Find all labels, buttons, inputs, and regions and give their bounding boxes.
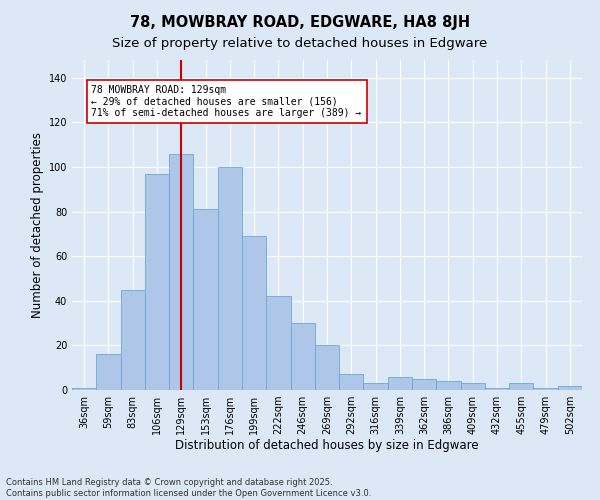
Bar <box>121 290 145 390</box>
Text: 78 MOWBRAY ROAD: 129sqm
← 29% of detached houses are smaller (156)
71% of semi-d: 78 MOWBRAY ROAD: 129sqm ← 29% of detache… <box>91 84 362 117</box>
Bar <box>485 388 509 390</box>
Bar <box>558 386 582 390</box>
Bar <box>412 379 436 390</box>
Bar <box>169 154 193 390</box>
Bar <box>96 354 121 390</box>
Bar <box>72 388 96 390</box>
Bar <box>218 167 242 390</box>
Bar <box>242 236 266 390</box>
Bar <box>339 374 364 390</box>
Bar <box>290 323 315 390</box>
Text: 78, MOWBRAY ROAD, EDGWARE, HA8 8JH: 78, MOWBRAY ROAD, EDGWARE, HA8 8JH <box>130 15 470 30</box>
Bar <box>461 384 485 390</box>
Bar <box>364 384 388 390</box>
Bar <box>533 388 558 390</box>
Bar <box>193 210 218 390</box>
Bar <box>145 174 169 390</box>
Y-axis label: Number of detached properties: Number of detached properties <box>31 132 44 318</box>
X-axis label: Distribution of detached houses by size in Edgware: Distribution of detached houses by size … <box>175 438 479 452</box>
Bar <box>266 296 290 390</box>
Text: Contains HM Land Registry data © Crown copyright and database right 2025.
Contai: Contains HM Land Registry data © Crown c… <box>6 478 371 498</box>
Bar <box>509 384 533 390</box>
Text: Size of property relative to detached houses in Edgware: Size of property relative to detached ho… <box>112 38 488 51</box>
Bar <box>388 376 412 390</box>
Bar <box>436 381 461 390</box>
Bar <box>315 346 339 390</box>
